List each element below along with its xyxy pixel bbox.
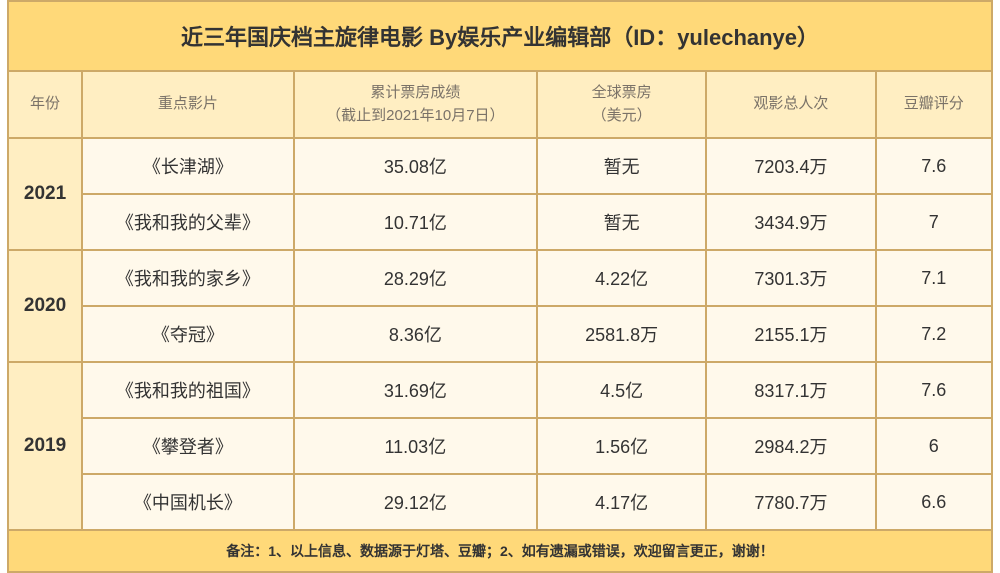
film-cell: 《长津湖》 <box>82 138 294 194</box>
col-header-aud: 观影总人次 <box>706 71 875 138</box>
year-cell: 2019 <box>8 362 82 530</box>
box-cell: 35.08亿 <box>294 138 537 194</box>
box-cell: 11.03亿 <box>294 418 537 474</box>
global-cell: 2581.8万 <box>537 306 706 362</box>
col-header-box: 累计票房成绩 （截止到2021年10月7日） <box>294 71 537 138</box>
box-cell: 28.29亿 <box>294 250 537 306</box>
table-container: 娱乐产业 近三年国庆档主旋律电影 By娱乐产业编辑部（ID：yulechanye… <box>7 0 993 573</box>
aud-cell: 7203.4万 <box>706 138 875 194</box>
rate-cell: 7.6 <box>876 362 992 418</box>
film-cell: 《我和我的家乡》 <box>82 250 294 306</box>
global-cell: 1.56亿 <box>537 418 706 474</box>
year-cell: 2021 <box>8 138 82 250</box>
aud-cell: 2984.2万 <box>706 418 875 474</box>
aud-cell: 2155.1万 <box>706 306 875 362</box>
col-header-year: 年份 <box>8 71 82 138</box>
table-row: 《中国机长》 29.12亿 4.17亿 7780.7万 6.6 <box>8 474 992 530</box>
rate-cell: 6.6 <box>876 474 992 530</box>
box-cell: 29.12亿 <box>294 474 537 530</box>
film-cell: 《我和我的祖国》 <box>82 362 294 418</box>
header-row: 年份 重点影片 累计票房成绩 （截止到2021年10月7日） 全球票房 （美元）… <box>8 71 992 138</box>
rate-cell: 6 <box>876 418 992 474</box>
aud-cell: 3434.9万 <box>706 194 875 250</box>
box-cell: 8.36亿 <box>294 306 537 362</box>
year-cell: 2020 <box>8 250 82 362</box>
box-cell: 31.69亿 <box>294 362 537 418</box>
col-header-rate: 豆瓣评分 <box>876 71 992 138</box>
table-row: 2019 《我和我的祖国》 31.69亿 4.5亿 8317.1万 7.6 <box>8 362 992 418</box>
film-cell: 《攀登者》 <box>82 418 294 474</box>
global-cell: 4.22亿 <box>537 250 706 306</box>
footer-row: 备注：1、以上信息、数据源于灯塔、豆瓣；2、如有遗漏或错误，欢迎留言更正，谢谢！ <box>8 530 992 572</box>
rate-cell: 7 <box>876 194 992 250</box>
box-cell: 10.71亿 <box>294 194 537 250</box>
global-cell: 暂无 <box>537 138 706 194</box>
table-row: 《夺冠》 8.36亿 2581.8万 2155.1万 7.2 <box>8 306 992 362</box>
movie-table: 近三年国庆档主旋律电影 By娱乐产业编辑部（ID：yulechanye） 年份 … <box>7 0 993 573</box>
title-row: 近三年国庆档主旋律电影 By娱乐产业编辑部（ID：yulechanye） <box>8 1 992 71</box>
film-cell: 《我和我的父辈》 <box>82 194 294 250</box>
col-header-film: 重点影片 <box>82 71 294 138</box>
rate-cell: 7.1 <box>876 250 992 306</box>
rate-cell: 7.2 <box>876 306 992 362</box>
col-header-global: 全球票房 （美元） <box>537 71 706 138</box>
table-title: 近三年国庆档主旋律电影 By娱乐产业编辑部（ID：yulechanye） <box>8 1 992 71</box>
aud-cell: 7301.3万 <box>706 250 875 306</box>
aud-cell: 8317.1万 <box>706 362 875 418</box>
film-cell: 《中国机长》 <box>82 474 294 530</box>
global-cell: 4.5亿 <box>537 362 706 418</box>
table-row: 《攀登者》 11.03亿 1.56亿 2984.2万 6 <box>8 418 992 474</box>
aud-cell: 7780.7万 <box>706 474 875 530</box>
film-cell: 《夺冠》 <box>82 306 294 362</box>
global-cell: 4.17亿 <box>537 474 706 530</box>
rate-cell: 7.6 <box>876 138 992 194</box>
table-row: 《我和我的父辈》 10.71亿 暂无 3434.9万 7 <box>8 194 992 250</box>
table-row: 2021 《长津湖》 35.08亿 暂无 7203.4万 7.6 <box>8 138 992 194</box>
footer-note: 备注：1、以上信息、数据源于灯塔、豆瓣；2、如有遗漏或错误，欢迎留言更正，谢谢！ <box>8 530 992 572</box>
global-cell: 暂无 <box>537 194 706 250</box>
table-row: 2020 《我和我的家乡》 28.29亿 4.22亿 7301.3万 7.1 <box>8 250 992 306</box>
